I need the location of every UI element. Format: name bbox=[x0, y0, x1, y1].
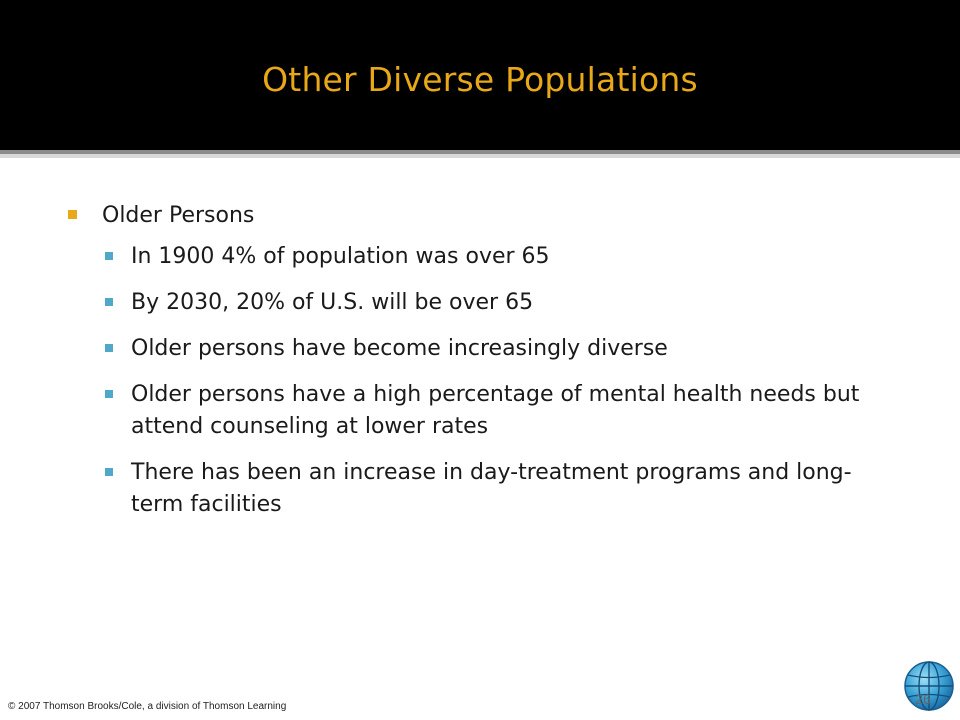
title-bar bbox=[0, 0, 960, 150]
sub-bullet: Older persons have become increasingly d… bbox=[68, 333, 888, 365]
bullet-square-icon bbox=[105, 468, 113, 476]
title-divider-dark bbox=[0, 150, 960, 154]
slide-title: Other Diverse Populations bbox=[262, 60, 698, 99]
bullet-text: Older Persons bbox=[102, 203, 255, 228]
page-number: 26 bbox=[915, 691, 931, 707]
bullet-square-icon bbox=[68, 210, 77, 219]
copyright-footer: © 2007 Thomson Brooks/Cole, a division o… bbox=[8, 701, 287, 712]
sub-bullet-text: In 1900 4% of population was over 65 bbox=[131, 244, 550, 269]
sub-bullet: There has been an increase in day-treatm… bbox=[68, 457, 888, 521]
sub-bullet: In 1900 4% of population was over 65 bbox=[68, 241, 888, 273]
bullet-square-icon bbox=[105, 252, 113, 260]
sub-bullet-text: Older persons have a high percentage of … bbox=[131, 382, 860, 439]
globe-icon bbox=[904, 661, 954, 711]
sub-bullet: By 2030, 20% of U.S. will be over 65 bbox=[68, 287, 888, 319]
sub-bullet: Older persons have a high percentage of … bbox=[68, 379, 888, 443]
slide-content: Older Persons In 1900 4% of population w… bbox=[68, 197, 888, 535]
bullet-square-icon bbox=[105, 344, 113, 352]
title-divider-light bbox=[0, 154, 960, 158]
bullet-square-icon bbox=[105, 298, 113, 306]
sub-bullet-text: By 2030, 20% of U.S. will be over 65 bbox=[131, 290, 534, 315]
bullet-square-icon bbox=[105, 390, 113, 398]
sub-bullet-text: There has been an increase in day-treatm… bbox=[131, 460, 852, 517]
bullet-older-persons: Older Persons bbox=[68, 197, 888, 235]
sub-bullet-text: Older persons have become increasingly d… bbox=[131, 336, 668, 361]
